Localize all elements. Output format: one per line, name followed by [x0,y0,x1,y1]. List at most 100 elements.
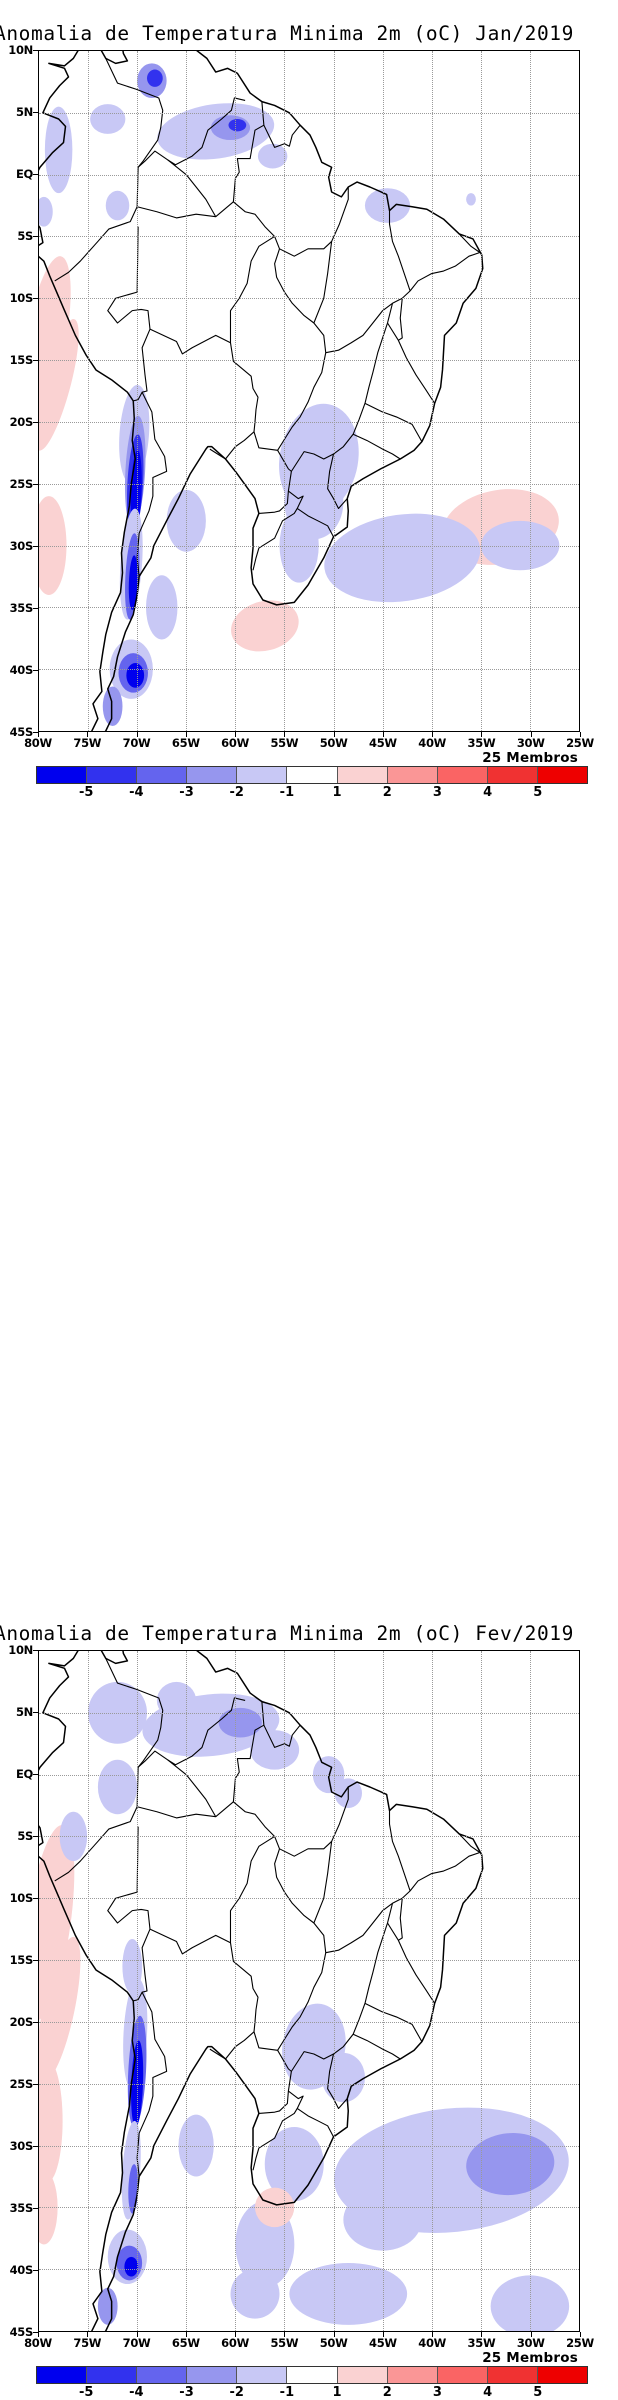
x-tick-mark [580,2332,581,2337]
anomaly-blob [466,193,476,206]
colorbar-bin [237,2367,288,2383]
gridline-vertical [529,1651,531,2331]
admin-border [136,1991,168,2177]
colorbar-ticks: -5 -4 -3 -2 -1 1 2 3 4 5 [36,2385,588,2400]
x-tick-mark [185,732,187,737]
colorbar-bin [237,767,288,783]
y-tick-mark [33,298,38,299]
colorbar-bin [187,2367,238,2383]
x-tick-label: 50W [319,736,348,750]
y-tick-label: 10S [9,1891,34,1905]
y-tick-label: 5S [17,229,33,243]
colorbar-bin [87,767,138,783]
anomaly-blob [218,1707,262,1738]
x-tick-label: 25W [566,2336,594,2350]
admin-border [137,1697,246,1768]
gridline-horizontal [39,2269,579,2271]
anomaly-blob [231,600,299,652]
anomaly-blob [102,686,123,727]
y-tick-label: 5N [15,105,33,119]
colorbar-bin [537,767,588,783]
y-tick-mark [33,422,38,423]
anomaly-blob [321,2052,365,2103]
coastline [39,1651,484,2331]
y-tick-mark [33,360,38,361]
x-tick-label: 25W [566,736,594,750]
gridline-horizontal [39,2145,579,2147]
x-tick-mark [382,2332,384,2337]
y-tick-label: 35S [9,2201,34,2215]
gridline-vertical [284,1651,286,2331]
y-tick-mark [33,1898,38,1899]
y-tick-label: 30S [9,2139,34,2153]
y-tick-mark [33,2208,38,2209]
anomaly-blob [105,190,130,221]
x-tick-mark [382,732,384,737]
y-tick-label: 40S [9,2263,34,2277]
gridline-horizontal [39,2207,579,2209]
colorbar-tick-label: -2 [229,785,244,800]
admin-border [137,97,246,168]
x-tick-label: 50W [319,2336,348,2350]
colorbar-bin [337,767,388,783]
x-tick-label: 60W [221,2336,249,2350]
x-tick-label: 70W [122,2336,151,2350]
gridline-vertical [88,1651,90,2331]
gridline-horizontal [39,1960,579,1962]
anomaly-blob [39,196,53,227]
y-tick-mark [33,2084,38,2085]
anomaly-blob [230,2269,280,2319]
y-tick-label: 45S [9,2325,34,2339]
admin-border [313,241,333,324]
gridline-vertical [382,1651,384,2331]
admin-border [290,1903,394,2072]
y-tick-label: 25S [9,2077,34,2091]
admin-border [398,1898,403,1941]
x-tick-mark [235,732,237,737]
colorbar-bin [137,2367,188,2383]
anomaly-blob [128,555,138,610]
anomaly-blob [39,319,79,451]
admin-border [398,298,403,341]
x-tick-label: 60W [221,736,249,750]
x-tick-label: 45W [369,2336,397,2350]
colorbar-tick-label: -3 [179,785,194,800]
y-tick-label: 30S [9,539,34,553]
gridline-vertical [235,1651,237,2331]
colorbar-ticks: -5 -4 -3 -2 -1 1 2 3 4 5 [36,785,588,801]
y-tick-label: 25S [9,477,34,491]
gridline-vertical [137,1651,139,2331]
x-tick-label: 40W [418,736,447,750]
gridline-horizontal [39,1836,579,1838]
admin-border [167,159,217,217]
colorbar-bin [437,2367,488,2383]
colorbar-tick-label: 5 [533,785,543,800]
colorbar-tick-label: -5 [78,785,94,800]
map-graphic [39,51,560,731]
admin-border [234,1724,265,1779]
admin-border [253,431,292,514]
map-canvas [39,51,579,731]
gridline-horizontal [39,483,579,485]
x-tick-mark [333,2332,335,2337]
gridline-horizontal [39,360,579,362]
x-tick-label: 75W [73,736,102,750]
members-label-2: 25 Membros [482,2350,578,2366]
colorbar-tick-label: -2 [229,2385,244,2400]
admin-border [279,186,349,257]
admin-border [388,210,411,292]
admin-border [313,1841,333,1924]
gridline-horizontal [39,2083,579,2085]
y-tick-label: EQ [15,167,33,181]
members-label-1: 25 Membros [482,750,578,766]
x-tick-mark [432,2332,434,2337]
anomaly-blob [97,2287,118,2325]
x-tick-label: 30W [516,2336,545,2350]
colorbar-bin [37,767,88,783]
x-tick-mark [38,2332,39,2337]
y-tick-mark [33,1712,38,1713]
y-tick-label: 20S [9,2015,34,2029]
colorbar-bin [387,2367,438,2383]
panel-title-2: Anomalia de Temperatura Minima 2m (oC) F… [0,1622,574,1645]
anomaly-blob [124,2256,139,2277]
